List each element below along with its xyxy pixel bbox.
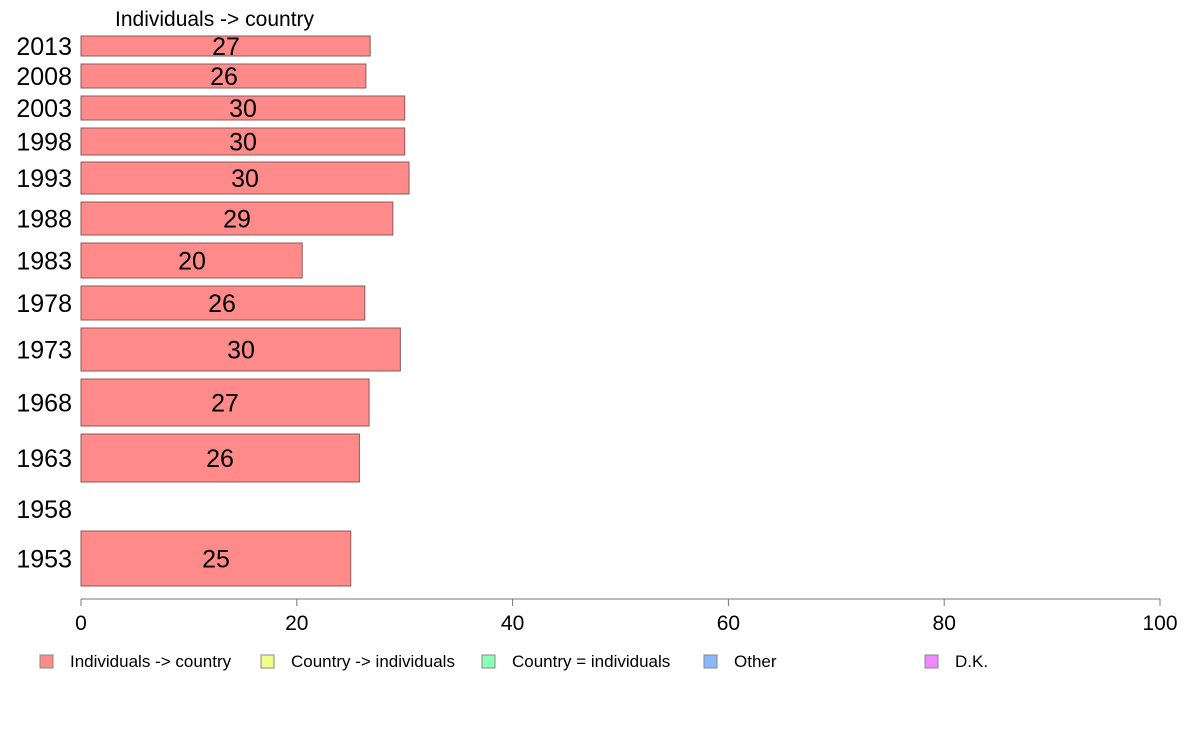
- year-label: 2013: [16, 33, 72, 61]
- year-label: 1988: [16, 206, 72, 234]
- legend-swatch: [39, 654, 54, 669]
- value-label: 26: [210, 63, 238, 91]
- value-label: 20: [178, 248, 206, 276]
- value-label: 30: [227, 337, 255, 365]
- year-label: 2003: [16, 95, 72, 123]
- value-label: 27: [212, 33, 240, 61]
- legend-swatch: [924, 654, 939, 669]
- legend-label: Individuals -> country: [70, 652, 232, 671]
- value-label: 26: [208, 290, 236, 318]
- bar: [80, 127, 406, 156]
- bar: [80, 433, 360, 483]
- year-label: 2008: [16, 63, 72, 91]
- bar: [80, 63, 367, 89]
- year-label: 1993: [16, 165, 72, 193]
- legend-label: D.K.: [955, 652, 988, 671]
- value-label: 25: [202, 546, 230, 574]
- bar: [80, 201, 394, 236]
- bar: [80, 161, 410, 195]
- x-tick-label: 40: [501, 612, 524, 635]
- x-tick-label: 80: [933, 612, 956, 635]
- legend-label: Country -> individuals: [291, 652, 455, 671]
- value-label: 30: [231, 165, 259, 193]
- year-label: 1953: [16, 546, 72, 574]
- x-tick-label: 100: [1142, 612, 1177, 635]
- bar: [80, 242, 303, 279]
- bar: [80, 378, 370, 427]
- legend-swatch: [481, 654, 496, 669]
- year-label: 1973: [16, 337, 72, 365]
- x-tick-label: 60: [717, 612, 740, 635]
- bars-group: 2013 27 2008 26 2003 30 1998 30 1993 30 1988 29 1983…: [16, 33, 410, 587]
- year-label: 1963: [16, 445, 72, 473]
- x-axis: 0 20 40 60 80 100: [75, 598, 1178, 635]
- series-title: Individuals -> country: [115, 8, 315, 31]
- legend-label: Other: [734, 652, 777, 671]
- value-label: 27: [211, 390, 239, 418]
- year-label: 1978: [16, 290, 72, 318]
- value-label: 29: [223, 206, 251, 234]
- legend-swatch: [260, 654, 275, 669]
- year-label: 1958: [16, 496, 72, 524]
- year-label: 1968: [16, 390, 72, 418]
- x-tick-label: 20: [285, 612, 308, 635]
- bar: [80, 35, 371, 57]
- bar: [80, 285, 366, 321]
- bar: [80, 327, 401, 372]
- x-tick-label: 0: [75, 612, 87, 635]
- year-label: 1983: [16, 248, 72, 276]
- value-label: 30: [229, 95, 257, 123]
- bar: [80, 95, 406, 121]
- legend: Individuals -> country Country -> individ…: [39, 652, 988, 671]
- legend-label: Country = individuals: [512, 652, 670, 671]
- value-label: 30: [229, 129, 257, 157]
- legend-swatch: [703, 654, 718, 669]
- year-label: 1998: [16, 129, 72, 157]
- bar: [80, 530, 352, 587]
- value-label: 26: [206, 445, 234, 473]
